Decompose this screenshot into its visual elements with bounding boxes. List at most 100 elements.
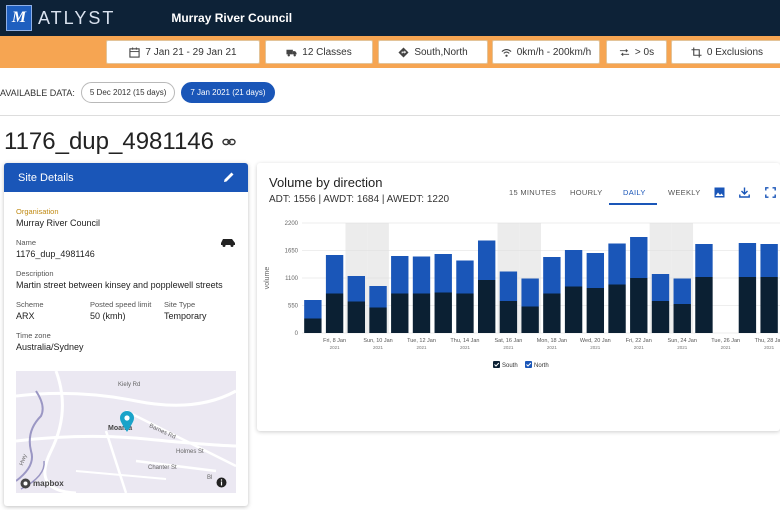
y-tick-label: 1100: [285, 276, 299, 282]
bar-south: [477, 280, 496, 333]
x-tick-year: 2021: [503, 345, 514, 350]
bar-south: [630, 278, 648, 333]
bar-north: [369, 286, 387, 308]
y-tick-label: 550: [288, 304, 299, 310]
bar-north: [412, 256, 431, 294]
mapbox-attribution[interactable]: mapbox: [20, 478, 64, 489]
edit-icon[interactable]: [222, 170, 236, 184]
bar-south: [521, 306, 539, 333]
x-tick-year: 2021: [416, 345, 427, 350]
dataset-pill[interactable]: 5 Dec 2012 (15 days): [80, 82, 176, 103]
scheme-value: ARX: [16, 311, 35, 321]
tab-daily[interactable]: DAILY: [623, 188, 646, 197]
legend-label-north: North: [534, 363, 549, 369]
map-label-moama: Moama: [108, 425, 133, 432]
date-range-filter[interactable]: 7 Jan 21 - 29 Jan 21: [106, 40, 260, 64]
logo[interactable]: M: [6, 5, 32, 31]
site-details-header: Site Details: [4, 163, 248, 192]
bar-south: [695, 277, 713, 333]
x-tick-year: 2021: [634, 345, 645, 350]
tab-15-minutes[interactable]: 15 MINUTES: [509, 188, 557, 197]
bar-north: [630, 237, 648, 278]
bar-north: [347, 276, 366, 302]
x-tick-label: Thu, 14 Jan: [450, 338, 479, 344]
bar-north: [434, 254, 452, 293]
x-tick-year: 2021: [330, 345, 341, 350]
timezone-value: Australia/Sydney: [16, 342, 84, 352]
map-roads: [16, 371, 236, 493]
y-axis-label: volume: [264, 267, 271, 290]
site-map[interactable]: Kiely Rd Moama Barnes Rd Holmes St Chant…: [16, 371, 236, 493]
bar-north: [304, 300, 322, 319]
bar-north: [673, 278, 691, 304]
bar-north: [760, 244, 778, 277]
info-icon[interactable]: [216, 477, 227, 488]
x-tick-year: 2021: [460, 345, 471, 350]
x-tick-label: Sun, 24 Jan: [668, 338, 697, 344]
x-tick-label: Fri, 22 Jan: [626, 338, 652, 344]
logo-letter: M: [11, 9, 27, 26]
classes-filter[interactable]: 12 Classes: [265, 40, 373, 64]
volume-panel: Volume by direction ADT: 1556 | AWDT: 16…: [257, 163, 780, 431]
wifi-icon: [501, 48, 512, 57]
x-tick-year: 2021: [677, 345, 688, 350]
y-tick-label: 2200: [285, 221, 299, 227]
image-download-icon[interactable]: [714, 187, 725, 198]
page-title: 1176_dup_4981146: [4, 128, 236, 156]
logo-text: ATLYST: [38, 7, 116, 28]
truck-icon: [286, 49, 297, 56]
org-title: Murray River Council: [171, 11, 293, 25]
bar-north: [325, 255, 344, 294]
available-data-label: AVAILABLE DATA:: [0, 87, 75, 98]
bar-south: [347, 301, 366, 333]
bar-north: [564, 250, 583, 287]
exclusions-filter[interactable]: 0 Exclusions: [671, 40, 780, 64]
map-pin-icon[interactable]: [119, 411, 135, 433]
panel-subtitle: ADT: 1556 | AWDT: 1684 | AWEDT: 1220: [269, 194, 450, 205]
fullscreen-icon[interactable]: [765, 187, 776, 198]
mapbox-text: mapbox: [33, 479, 64, 488]
classes-label: 12 Classes: [302, 46, 352, 58]
bar-south: [304, 318, 322, 333]
dataset-pill-selected[interactable]: 7 Jan 2021 (21 days): [181, 82, 275, 103]
calendar-icon: [129, 46, 141, 58]
exclusions-label: 0 Exclusions: [706, 46, 764, 58]
legend-label-south: South: [502, 363, 518, 369]
bar-south: [651, 301, 670, 333]
speed-label: 0km/h - 200km/h: [516, 46, 592, 58]
gap-filter[interactable]: > 0s: [606, 40, 667, 64]
bar-south: [456, 293, 474, 333]
direction-icon: [398, 46, 409, 58]
bar-north: [391, 256, 409, 294]
x-tick-label: Wed, 20 Jan: [580, 338, 611, 344]
organisation-label: Organisation: [16, 207, 59, 216]
timezone-label: Time zone: [16, 331, 51, 340]
bar-south: [369, 307, 387, 333]
bar-south: [412, 293, 431, 333]
x-tick-year: 2021: [721, 345, 732, 350]
y-tick-label: 1650: [285, 249, 299, 255]
bar-south: [760, 277, 778, 333]
bar-south: [586, 288, 605, 333]
bar-north: [586, 253, 605, 288]
bar-south: [564, 286, 583, 333]
speed-filter[interactable]: 0km/h - 200km/h: [492, 40, 600, 64]
bar-north: [477, 240, 496, 280]
direction-filter[interactable]: South,North: [378, 40, 488, 64]
gap-label: > 0s: [634, 46, 655, 58]
legend-swatch-south: [493, 361, 500, 368]
tab-weekly[interactable]: WEEKLY: [668, 188, 701, 197]
x-tick-year: 2021: [764, 345, 775, 350]
tab-hourly[interactable]: HOURLY: [570, 188, 603, 197]
link-icon[interactable]: [222, 137, 236, 147]
site-details-card: Site Details Organisation Murray River C…: [4, 163, 248, 506]
bar-south: [738, 277, 757, 333]
description-value: Martin street between kinsey and popplew…: [16, 280, 223, 290]
bar-south: [391, 293, 409, 333]
download-icon[interactable]: [739, 187, 750, 198]
bar-north: [543, 257, 561, 294]
site-title-text: 1176_dup_4981146: [4, 128, 214, 155]
bar-north: [651, 274, 670, 301]
bar-south: [673, 304, 691, 333]
